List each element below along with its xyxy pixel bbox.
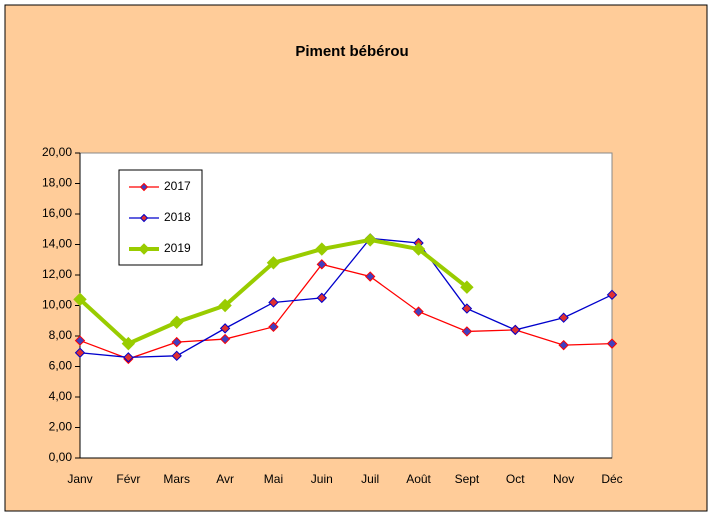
y-tick-label: 14,00	[42, 237, 72, 251]
data-point	[316, 292, 328, 304]
data-point	[606, 338, 618, 349]
y-tick-label: 10,00	[42, 298, 72, 312]
data-point	[460, 280, 474, 294]
legend-label: 2017	[164, 179, 191, 193]
data-point	[218, 298, 232, 313]
legend-label: 2019	[164, 241, 191, 255]
data-point	[461, 303, 473, 314]
data-point	[461, 326, 473, 337]
y-tick-label: 12,00	[42, 267, 72, 281]
data-point	[266, 256, 281, 270]
data-point	[316, 259, 328, 270]
x-tick-label: Nov	[553, 472, 574, 486]
data-point	[121, 336, 136, 351]
x-tick-label: Déc	[601, 472, 622, 486]
data-point	[606, 289, 618, 301]
x-tick-label: Mai	[264, 472, 283, 486]
x-tick-label: Janv	[67, 472, 92, 486]
data-point	[363, 233, 377, 247]
data-point	[74, 347, 86, 358]
legend-marker	[139, 213, 149, 223]
x-tick-label: Avr	[216, 472, 234, 486]
data-point	[123, 352, 134, 363]
data-point	[219, 333, 231, 345]
data-point	[364, 271, 376, 282]
data-point	[171, 336, 182, 348]
data-point	[171, 350, 182, 362]
x-tick-label: Févr	[116, 472, 140, 486]
data-point	[413, 306, 424, 317]
chart-title: Piment bébérou	[295, 43, 408, 60]
legend-marker	[138, 243, 150, 255]
y-tick-label: 6,00	[49, 359, 73, 373]
data-point	[268, 297, 279, 308]
data-point	[558, 312, 569, 323]
data-point	[510, 324, 521, 336]
y-tick-label: 0,00	[49, 450, 73, 464]
x-tick-label: Août	[406, 472, 431, 486]
y-tick-label: 2,00	[49, 420, 73, 434]
data-point	[411, 242, 426, 256]
data-point	[219, 323, 231, 334]
data-point	[170, 315, 184, 329]
y-tick-label: 16,00	[42, 206, 72, 220]
x-tick-label: Mars	[163, 472, 190, 486]
y-tick-label: 20,00	[42, 145, 72, 159]
y-tick-label: 18,00	[42, 176, 72, 190]
data-point	[73, 292, 87, 307]
x-tick-label: Oct	[506, 472, 525, 486]
x-tick-label: Juin	[311, 472, 333, 486]
x-tick-label: Juil	[361, 472, 379, 486]
series-line	[79, 263, 613, 360]
y-tick-label: 8,00	[49, 328, 73, 342]
legend-label: 2018	[164, 210, 191, 224]
data-point	[74, 335, 86, 346]
data-point	[558, 339, 569, 351]
legend-marker	[139, 182, 149, 192]
x-tick-label: Sept	[455, 472, 480, 486]
y-tick-label: 4,00	[49, 389, 73, 403]
data-point	[268, 321, 279, 333]
data-point	[315, 242, 329, 256]
series-line	[79, 237, 613, 359]
